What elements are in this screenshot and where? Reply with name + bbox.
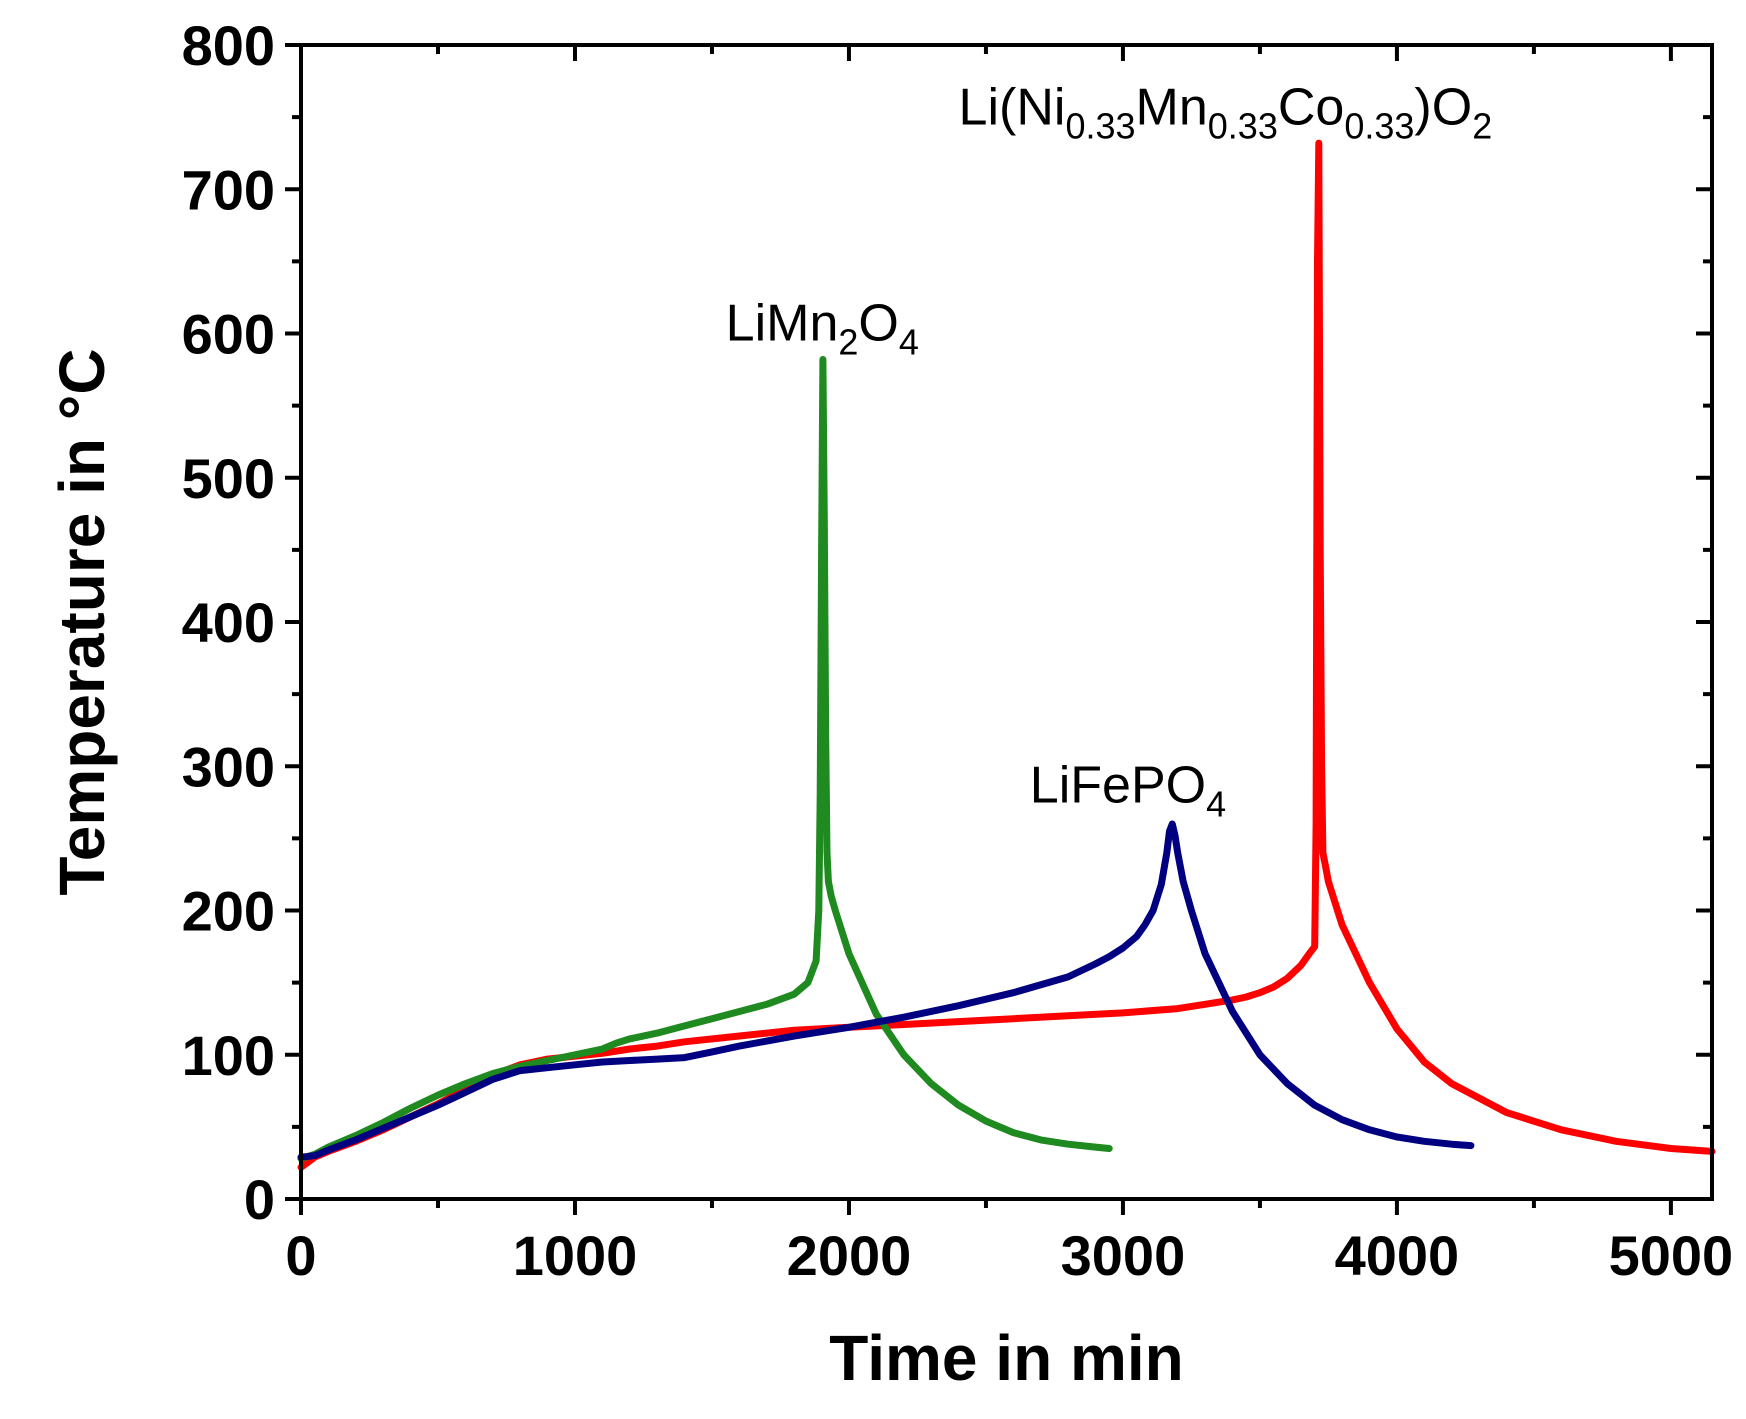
y-tick-label: 500 [182, 447, 275, 510]
series-line-2 [297, 820, 1475, 1161]
y-tick-label: 300 [182, 735, 275, 798]
series-line-1 [297, 356, 1113, 1163]
x-tick-label: 0 [285, 1224, 316, 1287]
series-label-part: 2 [1472, 105, 1492, 146]
series-label-part: 4 [899, 322, 919, 363]
x-tick-label: 5000 [1609, 1224, 1734, 1287]
series-label-part: 2 [838, 322, 858, 363]
y-tick-label: 700 [182, 158, 275, 221]
series-label-part: Li(Ni [959, 78, 1066, 136]
series-layer [297, 139, 1716, 1171]
y-tick-label: 800 [182, 14, 275, 77]
y-tick-label: 0 [244, 1168, 275, 1231]
series-line-0 [297, 139, 1716, 1171]
y-tick-label: 600 [182, 303, 275, 366]
ticks-layer [285, 43, 1712, 1215]
series-label-part: LiFePO [1030, 756, 1206, 814]
y-tick-label: 200 [182, 880, 275, 943]
x-tick-label: 4000 [1335, 1224, 1460, 1287]
series-label-part: Mn [1136, 78, 1208, 136]
y-tick-label: 400 [182, 591, 275, 654]
series-label-2: LiFePO4 [1030, 756, 1226, 824]
series-label-1: LiMn2O4 [726, 295, 919, 363]
series-label-part: Co [1278, 78, 1344, 136]
series-label-part: )O [1414, 78, 1472, 136]
x-tick-label: 1000 [513, 1224, 638, 1287]
tick-labels-layer: 0 1000 2000 3000 4000 5000 0 100 200 300 400 500 600… [182, 14, 1734, 1287]
series-label-0: Li(Ni0.33Mn0.33Co0.33)O2 [959, 78, 1493, 146]
series-label-part: 0.33 [1065, 105, 1135, 146]
x-tick-label: 3000 [1061, 1224, 1186, 1287]
y-axis-title: Temperature in °C [46, 348, 118, 895]
series-label-part: LiMn [726, 295, 839, 353]
series-label-part: 0.33 [1208, 105, 1278, 146]
series-label-part: O [858, 295, 898, 353]
plot-frame [299, 43, 1714, 1201]
y-tick-label: 100 [182, 1024, 275, 1087]
series-label-part: 4 [1206, 783, 1226, 824]
x-tick-label: 2000 [787, 1224, 912, 1287]
series-label-part: 0.33 [1344, 105, 1414, 146]
x-axis-title: Time in min [829, 1322, 1183, 1394]
